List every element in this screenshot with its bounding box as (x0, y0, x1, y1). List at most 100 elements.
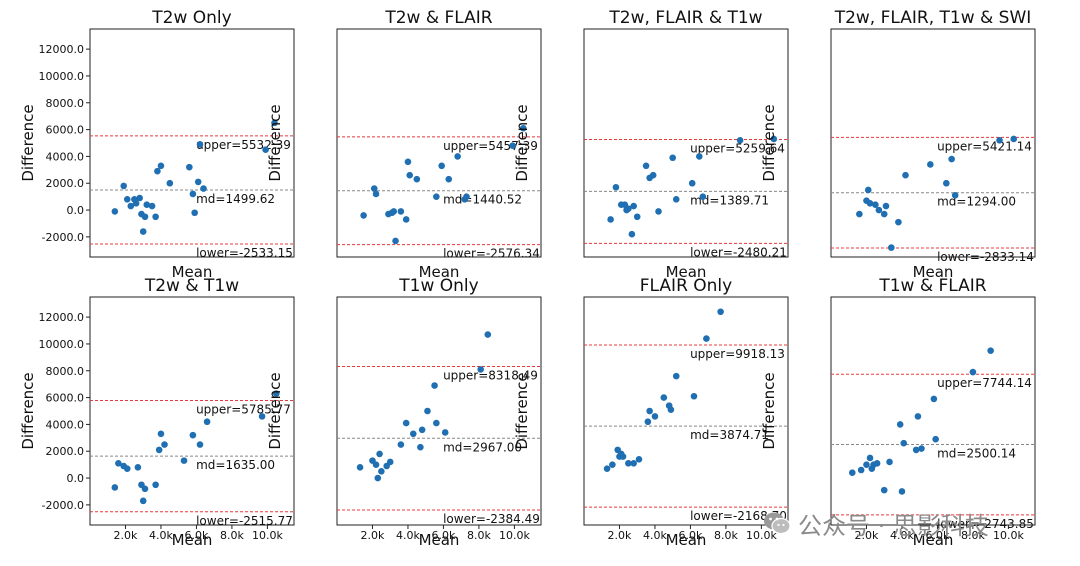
data-point (690, 392, 698, 400)
data-point (699, 193, 707, 200)
data-point (189, 431, 197, 439)
x-tick-label: 8.0k (714, 529, 738, 542)
x-tick-label: 6.0k (184, 529, 208, 542)
data-point (644, 418, 652, 426)
data-point (688, 179, 696, 187)
data-point (148, 202, 156, 210)
y-tick-label: 4000.0 (46, 150, 85, 163)
data-point (609, 461, 616, 468)
chart-panel: T2w & T1w Mean Difference -2000.0 0.0 2000.0 4… (19, 276, 295, 549)
chart-panel: T2w Only Mean Difference -2000.0 0.0 2000.0 40… (19, 8, 295, 281)
y-tick-label: 12000.0 (39, 43, 85, 56)
plot-frame (336, 28, 542, 258)
data-point (161, 441, 168, 448)
data-point (370, 185, 378, 192)
line-label: lower=-2576.34 (443, 247, 540, 261)
x-tick-label: 2.0k (855, 529, 879, 542)
chart-title: T2w & FLAIR (384, 8, 492, 28)
data-point (166, 179, 174, 187)
chart-panel: T2w, FLAIR, T1w & SWI Mean Difference upper… (760, 8, 1036, 281)
chart-title: T2w, FLAIR, T1w & SWI (834, 8, 1032, 28)
y-tick-label: 8000.0 (46, 365, 85, 378)
x-axis-label: Mean (666, 263, 707, 281)
y-tick-label: 12000.0 (39, 311, 85, 324)
data-point (180, 457, 188, 464)
data-point (625, 460, 632, 467)
x-tick-label: 2.0k (361, 529, 385, 542)
data-point (848, 469, 856, 476)
data-point (896, 421, 904, 428)
data-point (873, 460, 881, 467)
plot-frame (336, 296, 542, 526)
data-point (912, 446, 920, 454)
data-point (900, 439, 908, 447)
line-label: upper=8318.49 (443, 368, 538, 382)
data-point (863, 461, 870, 468)
plot-frame (89, 28, 295, 258)
data-point (856, 210, 863, 218)
line-label: upper=5457.39 (443, 139, 538, 153)
x-tick-label: 2.0k (114, 529, 138, 542)
line-label: md=1440.52 (443, 193, 522, 207)
data-point (413, 175, 421, 183)
data-point (200, 185, 207, 192)
line-label: md=2500.14 (937, 447, 1016, 461)
y-axis-label: Difference (513, 372, 531, 449)
y-tick-label: 2000.0 (46, 445, 85, 458)
data-point (378, 468, 385, 475)
data-point (463, 193, 470, 200)
data-point (262, 146, 269, 154)
data-point (374, 474, 382, 482)
data-point (886, 458, 893, 466)
line-label: upper=9918.13 (690, 347, 785, 361)
data-point (111, 208, 119, 215)
plot-frame (583, 296, 789, 526)
data-point (157, 162, 165, 170)
x-tick-label: 2.0k (608, 529, 632, 542)
y-axis-label: Difference (760, 104, 778, 181)
data-point (409, 430, 417, 438)
data-point (386, 458, 394, 466)
data-point (669, 154, 676, 162)
data-point (372, 461, 380, 468)
data-point (402, 216, 410, 223)
data-point (918, 445, 925, 452)
data-point (438, 162, 445, 170)
data-point (696, 153, 703, 160)
data-point (194, 178, 202, 186)
data-point (628, 230, 636, 238)
plot-frame (89, 296, 295, 526)
data-point (155, 446, 163, 454)
data-point (630, 460, 637, 467)
data-point (672, 372, 680, 380)
data-point (649, 171, 657, 179)
x-axis-label: Mean (666, 531, 707, 549)
data-point (625, 205, 632, 213)
data-point (880, 210, 888, 218)
chart-title: T1w Only (398, 276, 478, 296)
data-point (943, 179, 950, 187)
data-point (141, 485, 149, 493)
line-label: lower=-2384.49 (443, 512, 540, 526)
data-point (519, 124, 527, 132)
data-point (136, 194, 143, 202)
data-point (132, 200, 140, 207)
x-axis-label: Mean (913, 531, 954, 549)
data-point (123, 465, 131, 472)
line-label: md=1389.71 (690, 193, 769, 207)
data-point (356, 464, 364, 471)
chart-panel: T1w & FLAIR Mean Difference 2.0k 4.0k 6.0k 8.0… (760, 276, 1036, 549)
line-label: upper=7744.14 (937, 376, 1032, 390)
data-point (271, 119, 278, 127)
data-point (651, 413, 659, 420)
y-tick-label: -2000.0 (42, 499, 84, 512)
data-point (372, 190, 380, 198)
y-tick-label: -2000.0 (42, 231, 84, 244)
x-tick-label: 8.0k (467, 529, 491, 542)
data-point (272, 390, 280, 397)
data-point (635, 455, 643, 463)
data-point (390, 208, 398, 215)
y-tick-label: 0.0 (67, 472, 85, 485)
data-point (864, 186, 872, 194)
